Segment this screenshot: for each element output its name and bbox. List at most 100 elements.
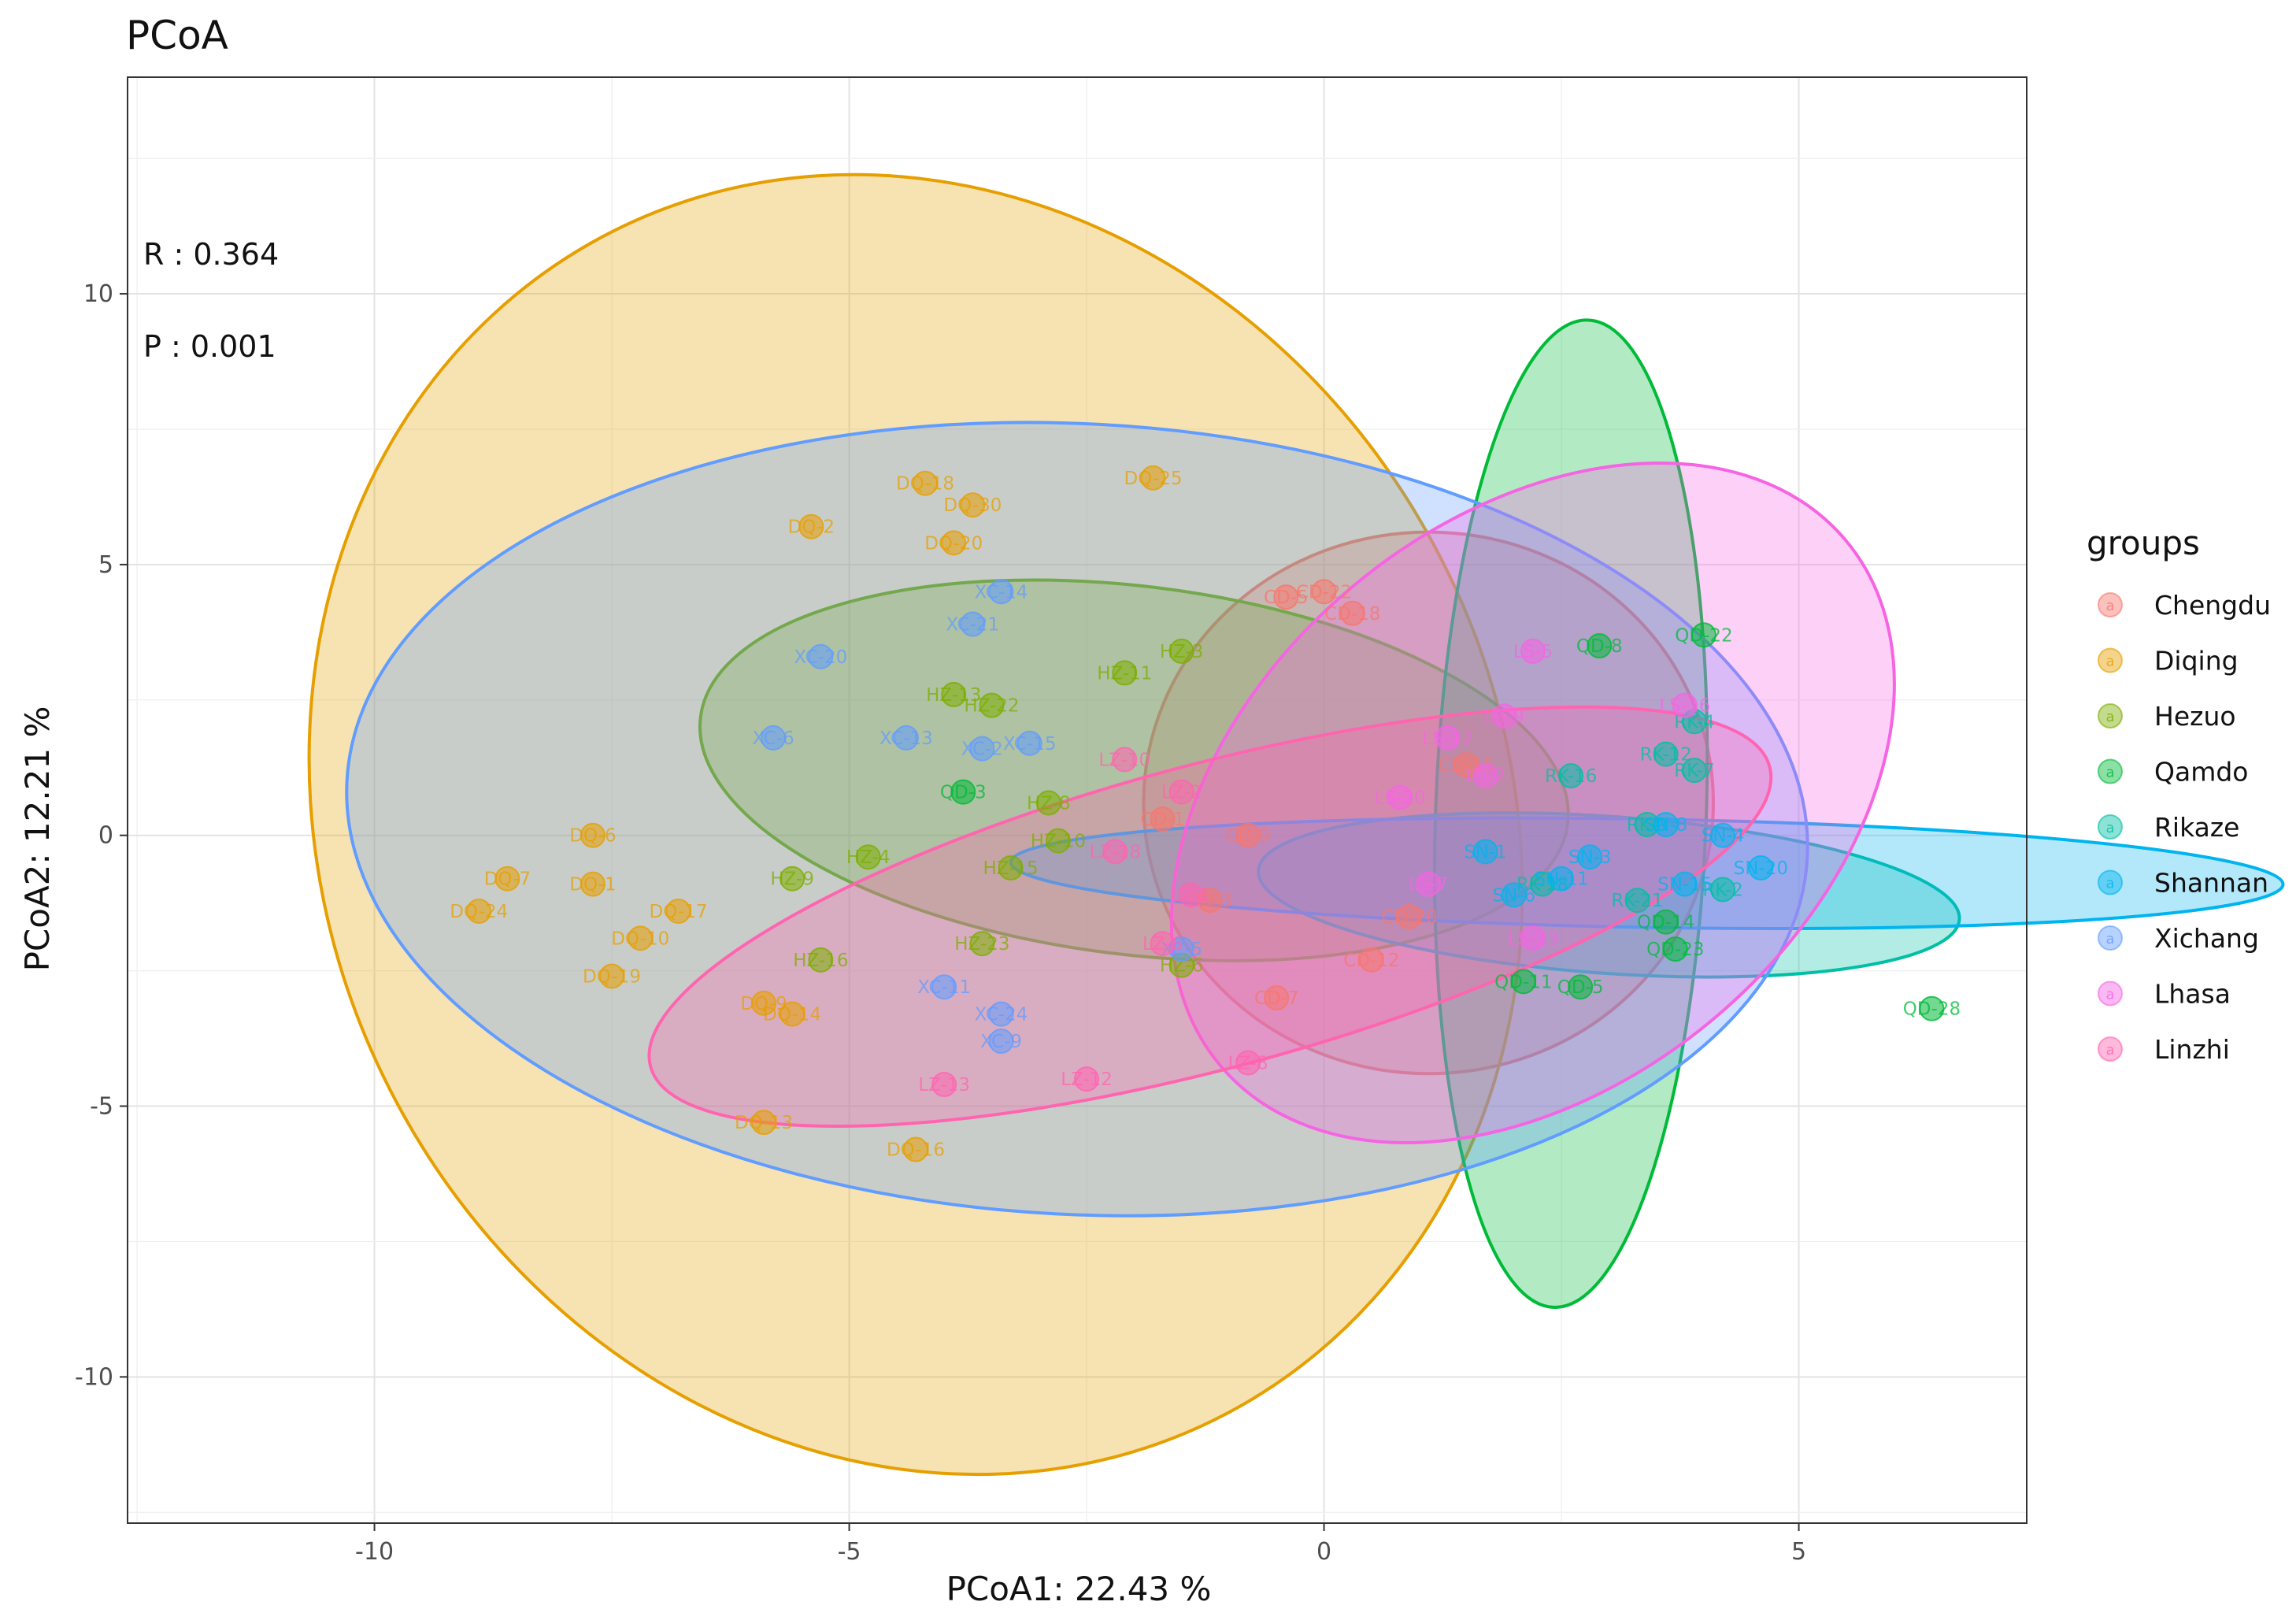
- data-point: [1919, 995, 1945, 1021]
- legend-key-glyph: a: [2105, 598, 2114, 614]
- data-point: [808, 643, 834, 669]
- data-point: [931, 1072, 957, 1098]
- legend-key: [2098, 758, 2123, 784]
- point-label: LZ-6: [1142, 934, 1183, 955]
- point-label: DQ-30: [943, 495, 1002, 516]
- legend-item-xichang: a Xichang: [2098, 923, 2259, 954]
- point-label: DQ-2: [788, 517, 835, 538]
- legend-key: [2098, 814, 2123, 840]
- r-statistic: R : 0.364: [143, 237, 279, 272]
- legend-item-hezuo: a Hezuo: [2098, 701, 2236, 732]
- y-tick-label: 0: [98, 822, 113, 850]
- legend-key: [2098, 592, 2123, 617]
- data-point: [1520, 925, 1546, 951]
- data-point: [580, 871, 605, 897]
- point-label: LS-23: [1507, 929, 1558, 949]
- x-tick-label: 5: [1791, 1538, 1806, 1566]
- legend-key: [2098, 869, 2123, 895]
- data-point: [1017, 730, 1042, 756]
- data-point: [1035, 790, 1061, 816]
- series-linzhi: LZ-13 LZ-12 LZ-1 LZ-6 LZ-18 LZ-8 LZ-2 LZ-10: [918, 747, 1268, 1098]
- legend-key: [2098, 925, 2123, 951]
- data-point: [808, 947, 834, 973]
- data-point: [960, 611, 986, 637]
- point-label: DQ-9: [740, 994, 787, 1014]
- y-tick-label: 5: [98, 551, 113, 579]
- data-point: [1112, 660, 1138, 686]
- point-label: DQ-16: [887, 1140, 945, 1161]
- data-point: [1653, 811, 1679, 837]
- point-label: XC-21: [946, 615, 999, 636]
- data-point: [1102, 839, 1128, 865]
- data-point: [1311, 579, 1337, 605]
- point-label: HZ-16: [793, 951, 848, 971]
- legend-key: [2098, 1036, 2123, 1062]
- point-label: RK-21: [1611, 891, 1663, 911]
- legend-item-lhasa: a Lhasa: [2098, 979, 2231, 1010]
- legend-key-glyph: a: [2105, 876, 2114, 892]
- data-point: [1358, 947, 1384, 973]
- data-point: [1472, 763, 1498, 789]
- series-qamdo: QD-22 QD-8 QD-28 QD-5 QD-23 QD-11 QD-3 QD-14: [940, 622, 1961, 1021]
- data-point: [1681, 758, 1707, 784]
- point-label: LZ-12: [1061, 1069, 1113, 1090]
- legend-key-glyph: a: [2105, 931, 2114, 947]
- point-label: QD-23: [1646, 940, 1704, 960]
- point-label: LZ-10: [1098, 750, 1150, 770]
- legend-item-diqing: a Diqing: [2098, 646, 2239, 677]
- point-label: DQ-1: [569, 875, 616, 895]
- chart-title: PCoA: [126, 13, 228, 58]
- point-label: LS-5: [1513, 642, 1553, 662]
- point-label: LZ-13: [918, 1075, 970, 1095]
- data-point: [780, 1001, 805, 1027]
- data-point: [1416, 871, 1442, 897]
- data-point: [628, 925, 654, 951]
- legend-label: Hezuo: [2154, 701, 2236, 732]
- data-point: [1150, 931, 1176, 957]
- point-label: DQ-7: [484, 869, 531, 890]
- point-label: LZ-2: [1161, 783, 1202, 803]
- data-point: [1520, 638, 1546, 664]
- data-point: [1472, 839, 1498, 865]
- point-label: DQ-18: [896, 474, 954, 495]
- point-label: DQ-19: [583, 966, 641, 987]
- data-point: [988, 1029, 1014, 1054]
- point-label: SN-1: [1464, 842, 1507, 862]
- point-label: HZ-3: [1160, 642, 1204, 662]
- y-tick-label: -10: [75, 1363, 113, 1391]
- data-point: [494, 866, 520, 892]
- data-point: [1074, 1066, 1100, 1092]
- legend: groups a Chengdu a Diqing a Hezuo a Qamdo a Rikaz…: [2087, 524, 2271, 1065]
- legend-label: Lhasa: [2154, 979, 2231, 1010]
- data-point: [761, 725, 787, 751]
- data-point: [751, 1110, 777, 1136]
- point-label: HZ-10: [1031, 832, 1086, 852]
- legend-key-glyph: a: [2105, 654, 2114, 670]
- data-point: [1577, 844, 1603, 870]
- point-label: HZ-13: [926, 685, 981, 706]
- legend-item-shannan: a Shannan: [2098, 868, 2268, 899]
- point-label: HZ-4: [846, 847, 891, 868]
- point-label: DQ-17: [649, 902, 707, 922]
- point-label: DQ-25: [1124, 469, 1182, 489]
- grid: [128, 77, 2027, 1523]
- data-point: [855, 844, 881, 870]
- legend-label: Chengdu: [2154, 590, 2271, 621]
- legend-label: Linzhi: [2154, 1034, 2230, 1065]
- data-point: [1549, 866, 1575, 892]
- point-label: LZ-1: [1171, 885, 1211, 906]
- point-label: DQ-14: [763, 1005, 821, 1025]
- data-point: [1653, 741, 1679, 767]
- point-label: SN-8: [1644, 815, 1687, 836]
- point-label: HZ-15: [983, 858, 1038, 879]
- data-point: [969, 931, 995, 957]
- plot-panel-border: [127, 76, 2028, 1524]
- data-point: [1168, 779, 1194, 805]
- point-label: DQ-20: [924, 533, 983, 554]
- data-point: [1235, 1050, 1261, 1076]
- data-point: [969, 736, 995, 762]
